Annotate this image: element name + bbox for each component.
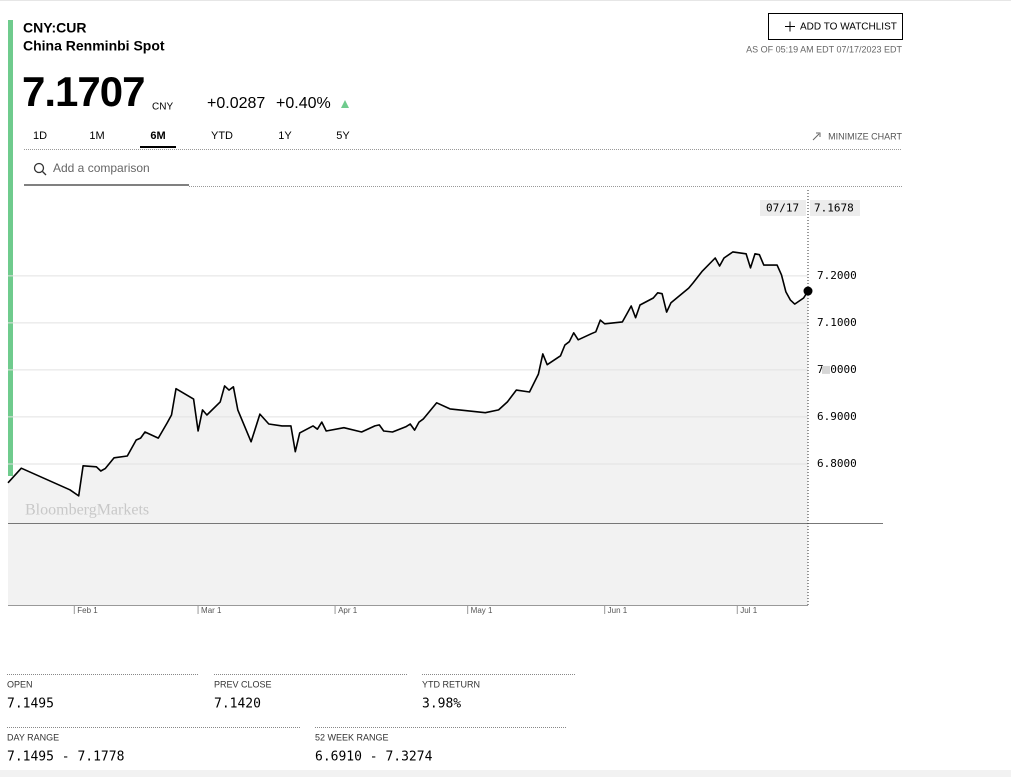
y-tick-label: 7.2000 bbox=[817, 269, 857, 282]
y-tick-label: 6.9000 bbox=[817, 410, 857, 423]
x-tick-label: Jul 1 bbox=[740, 606, 757, 615]
cursor-dot bbox=[803, 286, 813, 296]
currency: CNY bbox=[152, 102, 173, 113]
minimize-label: MINIMIZE CHART bbox=[828, 131, 902, 141]
change-percent: +0.40% bbox=[276, 95, 331, 112]
tab-label: 6M bbox=[150, 130, 165, 142]
tabs: 1D 1M 6M YTD 1Y 5Y bbox=[33, 130, 350, 148]
minimize-icon bbox=[812, 132, 821, 141]
tab-label: 1M bbox=[89, 130, 104, 142]
price: 7.1707 bbox=[22, 68, 144, 115]
accent-bar bbox=[8, 20, 13, 476]
search-icon-handle bbox=[42, 171, 47, 176]
y-tick-label: 6.8000 bbox=[817, 457, 857, 470]
stat-label: DAY RANGE bbox=[7, 732, 59, 742]
stat-value: 3.98% bbox=[422, 697, 461, 712]
x-tick-label: Apr 1 bbox=[338, 606, 358, 615]
watermark: BloombergMarkets bbox=[25, 502, 149, 519]
change: +0.0287 bbox=[207, 95, 265, 112]
x-tick-label: Feb 1 bbox=[77, 606, 98, 615]
cursor-value-box bbox=[810, 200, 860, 216]
button-label: ADD TO WATCHLIST bbox=[800, 22, 897, 33]
stat-label: OPEN bbox=[7, 679, 33, 689]
tab-label: 1Y bbox=[278, 130, 292, 142]
as-of: AS OF 05:19 AM EDT 07/17/2023 EDT bbox=[746, 44, 902, 54]
x-tick-label: Mar 1 bbox=[201, 606, 222, 615]
search-icon bbox=[33, 162, 45, 174]
stat-value: 6.6910 - 7.3274 bbox=[315, 750, 433, 765]
tab[interactable]: 5Y bbox=[336, 130, 350, 142]
tab[interactable]: 1M bbox=[89, 130, 104, 142]
tab[interactable]: 1Y bbox=[278, 130, 292, 142]
cursor-date: 07/17 bbox=[766, 202, 799, 215]
search-placeholder: Add a comparison bbox=[53, 161, 150, 175]
comparison-search[interactable]: Add a comparison bbox=[24, 161, 189, 186]
plus-icon bbox=[785, 21, 795, 32]
instrument-name: China Renminbi Spot bbox=[23, 38, 165, 54]
tab-underline bbox=[140, 146, 176, 148]
tab-label: 5Y bbox=[336, 130, 350, 142]
y-tick-label: 7.1000 bbox=[817, 316, 857, 329]
stat-label: YTD RETURN bbox=[422, 679, 480, 689]
stats: OPEN 7.1495 PREV CLOSE 7.1420 YTD RETURN 3.98… bbox=[7, 674, 575, 765]
cursor-date-box bbox=[760, 200, 806, 216]
tab[interactable]: 6M bbox=[140, 130, 176, 148]
top-border bbox=[0, 0, 1011, 1]
stat-value: 7.1495 - 7.1778 bbox=[7, 750, 124, 765]
x-tick-label: Jun 1 bbox=[608, 606, 628, 615]
stat-label: PREV CLOSE bbox=[214, 679, 272, 689]
watchlist-button[interactable]: ADD TO WATCHLIST bbox=[768, 13, 903, 40]
stat-value: 7.1495 bbox=[7, 697, 54, 712]
area-fill bbox=[8, 251, 808, 605]
minimize-chart[interactable]: MINIMIZE CHART bbox=[812, 131, 902, 141]
tab-label: 1D bbox=[33, 130, 47, 142]
label-mask bbox=[822, 365, 830, 374]
stat-label: 52 WEEK RANGE bbox=[315, 732, 389, 742]
tab[interactable]: YTD bbox=[211, 130, 233, 142]
ticker: CNY:CUR bbox=[23, 20, 87, 36]
tab[interactable]: 1D bbox=[33, 130, 47, 142]
price-line bbox=[7, 251, 809, 497]
bottom-strip bbox=[0, 770, 1011, 777]
cursor-value: 7.1678 bbox=[814, 202, 854, 215]
up-arrow bbox=[341, 100, 349, 108]
tab-label: YTD bbox=[211, 130, 233, 142]
x-tick-label: May 1 bbox=[471, 606, 493, 615]
stat-value: 7.1420 bbox=[214, 697, 261, 712]
